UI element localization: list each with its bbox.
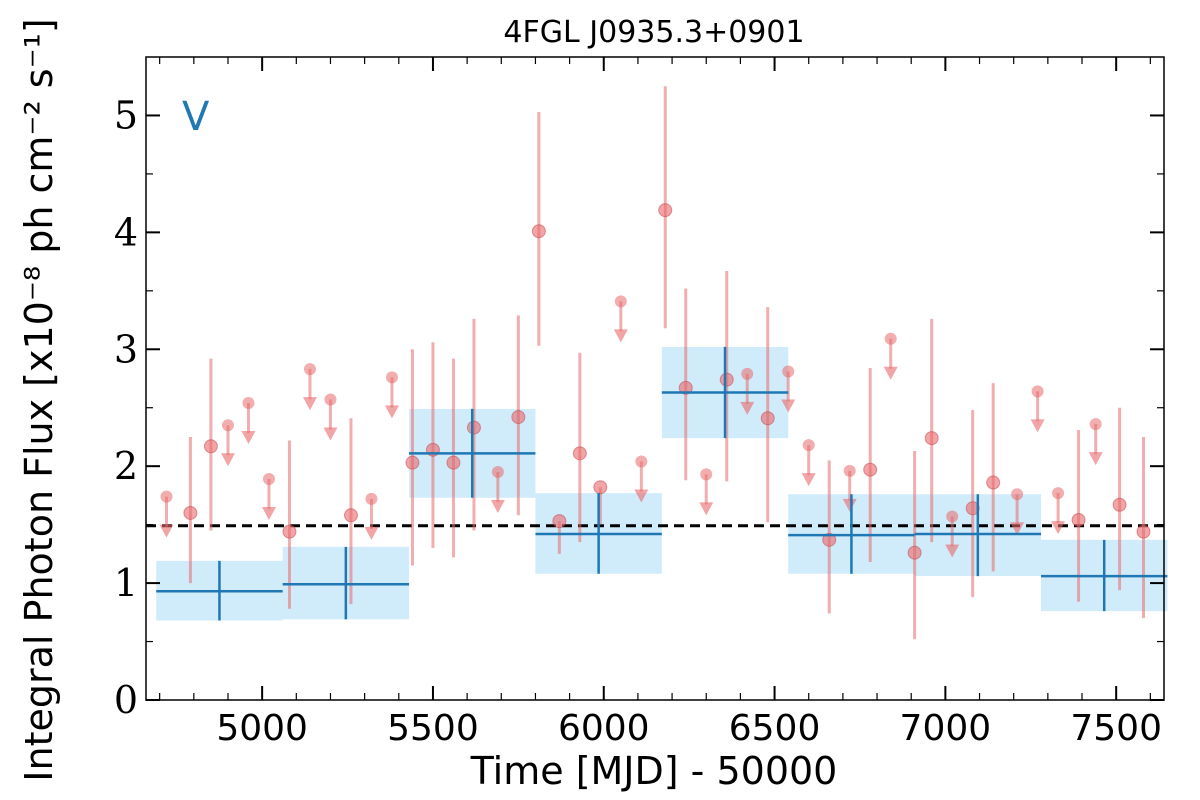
flux-point (446, 455, 461, 470)
flux-point (907, 545, 922, 560)
y-tick-label: 0 (114, 678, 138, 722)
y-tick-label: 1 (114, 561, 138, 605)
upper-limit-arrow (1030, 419, 1045, 433)
upper-limit-arrow (384, 405, 399, 419)
flux-point (343, 508, 358, 523)
x-tick-label: 6000 (558, 708, 650, 749)
flux-point (719, 372, 734, 387)
upper-limit-arrow (842, 498, 857, 512)
y-tick-label: 3 (114, 327, 138, 371)
chart-title: 4FGL J0935.3+0901 (503, 15, 804, 50)
x-tick-label: 7500 (1070, 708, 1162, 749)
x-tick-label: 5500 (387, 708, 479, 749)
plot-area (146, 86, 1168, 640)
flux-point (678, 380, 693, 395)
upper-limit-arrow (490, 500, 505, 514)
upper-limit-arrow (613, 329, 628, 343)
x-tick-label: 6500 (729, 708, 821, 749)
upper-limit-arrow (220, 453, 235, 467)
flux-point (531, 224, 546, 239)
upper-limit-arrow (740, 401, 755, 415)
plot-frame (145, 56, 1165, 701)
flux-point (986, 475, 1001, 490)
flux-point (593, 480, 608, 495)
y-tick-label: 5 (114, 93, 138, 137)
flux-point (863, 462, 878, 477)
flux-point (405, 455, 420, 470)
upper-limit-arrow (1010, 522, 1025, 536)
flux-point (760, 411, 775, 426)
x-tick-label: 5000 (216, 708, 308, 749)
flux-point (1136, 524, 1151, 539)
flux-point (965, 501, 980, 516)
y-tick-label: 2 (114, 444, 138, 488)
y-axis-label: Integral Photon Flux [x10⁻⁸ ph cm⁻² s⁻¹] (17, 18, 61, 781)
flux-point (822, 532, 837, 547)
band-label: V (182, 94, 210, 140)
upper-limit-arrow (323, 427, 338, 441)
upper-limit-arrow (781, 399, 796, 413)
flux-point (466, 420, 481, 435)
upper-limit-arrow (1088, 452, 1103, 466)
upper-limit-arrow (241, 431, 256, 445)
flux-point (924, 431, 939, 446)
flux-point (203, 439, 218, 454)
flux-point (183, 505, 198, 520)
upper-limit-arrow (364, 526, 379, 540)
flux-point (552, 514, 567, 529)
upper-limit-arrow (302, 397, 317, 411)
upper-limit-arrow (634, 489, 649, 503)
upper-limit-arrow (801, 473, 816, 487)
flux-point (658, 203, 673, 218)
x-axis-label: Time [MJD] - 50000 (470, 749, 838, 793)
axes: 5000 5500 6000 6500 7000 7500 0 1 2 3 4 5 (114, 56, 1165, 749)
upper-limit-arrow (159, 524, 174, 538)
upper-limit-arrow (945, 544, 960, 558)
x-tick-label: 7000 (900, 708, 992, 749)
flux-point (572, 446, 587, 461)
flux-point (1112, 497, 1127, 512)
upper-limit-arrow (883, 366, 898, 380)
y-tick-label: 4 (114, 210, 138, 254)
upper-limit-arrow (1051, 521, 1066, 535)
flux-point (1071, 512, 1086, 527)
flux-point (282, 524, 297, 539)
flux-point (511, 410, 526, 425)
upper-limit-arrow (699, 502, 714, 516)
upper-limit-arrow (261, 507, 276, 521)
